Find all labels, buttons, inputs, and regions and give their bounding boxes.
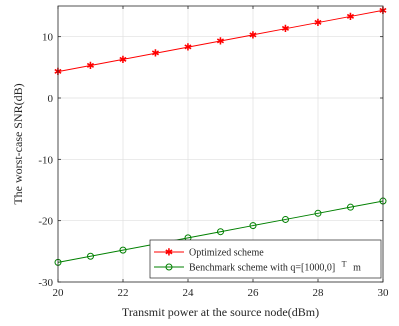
legend-label-benchmark: Benchmark scheme with q=[1000,0] T m <box>189 259 361 274</box>
series-1-point <box>249 222 257 230</box>
series-1-point <box>347 203 354 211</box>
series-0-point: ✱ <box>86 61 94 72</box>
axis-ticks: 20 22 24 26 28 30 -30 -20 -10 0 10 <box>38 6 389 299</box>
x-tick-label: 24 <box>183 287 195 299</box>
series-1-point <box>119 246 127 254</box>
series-0-point: ✱ <box>119 55 127 66</box>
series-line-0 <box>57 9 384 73</box>
series-1-point <box>314 209 322 217</box>
x-tick-label: 30 <box>378 287 390 299</box>
series-0-point: ✱ <box>346 12 354 23</box>
series-1-point <box>217 228 224 236</box>
y-tick-label: -10 <box>38 154 53 166</box>
series-0-point: ✱ <box>314 18 322 29</box>
y-tick-label: -20 <box>38 216 53 228</box>
series-line-1 <box>57 200 384 263</box>
x-tick-label: 20 <box>53 287 65 299</box>
plot-frame <box>57 5 384 283</box>
y-tick-label: 10 <box>42 32 54 44</box>
legend-label-benchmark-suffix: m <box>353 263 361 274</box>
series-0-point: ✱ <box>249 30 257 41</box>
plot-area <box>58 6 383 282</box>
series-0-point: ✱ <box>184 43 192 54</box>
legend-marker-optimized: ✱ <box>165 248 173 259</box>
x-tick-label: 26 <box>248 287 260 299</box>
y-axis-label: The worst-case SNR(dB) <box>11 83 25 204</box>
legend-label-optimized: Optimized scheme <box>189 248 264 259</box>
series-0-point: ✱ <box>281 24 289 35</box>
y-tick-label: -30 <box>38 277 53 289</box>
x-tick-label: 28 <box>313 287 325 299</box>
series-0-point: ✱ <box>151 49 159 60</box>
legend: ✱ Optimized scheme Benchmark scheme with… <box>149 239 382 279</box>
series-1-point <box>87 252 94 260</box>
x-tick-label: 22 <box>118 287 129 299</box>
legend-label-benchmark-main: Benchmark scheme with q=[1000,0] <box>189 263 335 274</box>
legend-box <box>149 239 382 279</box>
legend-label-benchmark-superscript: T <box>342 260 347 269</box>
y-tick-label: 0 <box>48 93 54 105</box>
legend-marker-benchmark <box>165 263 173 271</box>
series-0-point: ✱ <box>216 36 224 47</box>
series-1-point <box>282 215 289 223</box>
x-axis-label: Transmit power at the source node(dBm) <box>122 305 319 319</box>
